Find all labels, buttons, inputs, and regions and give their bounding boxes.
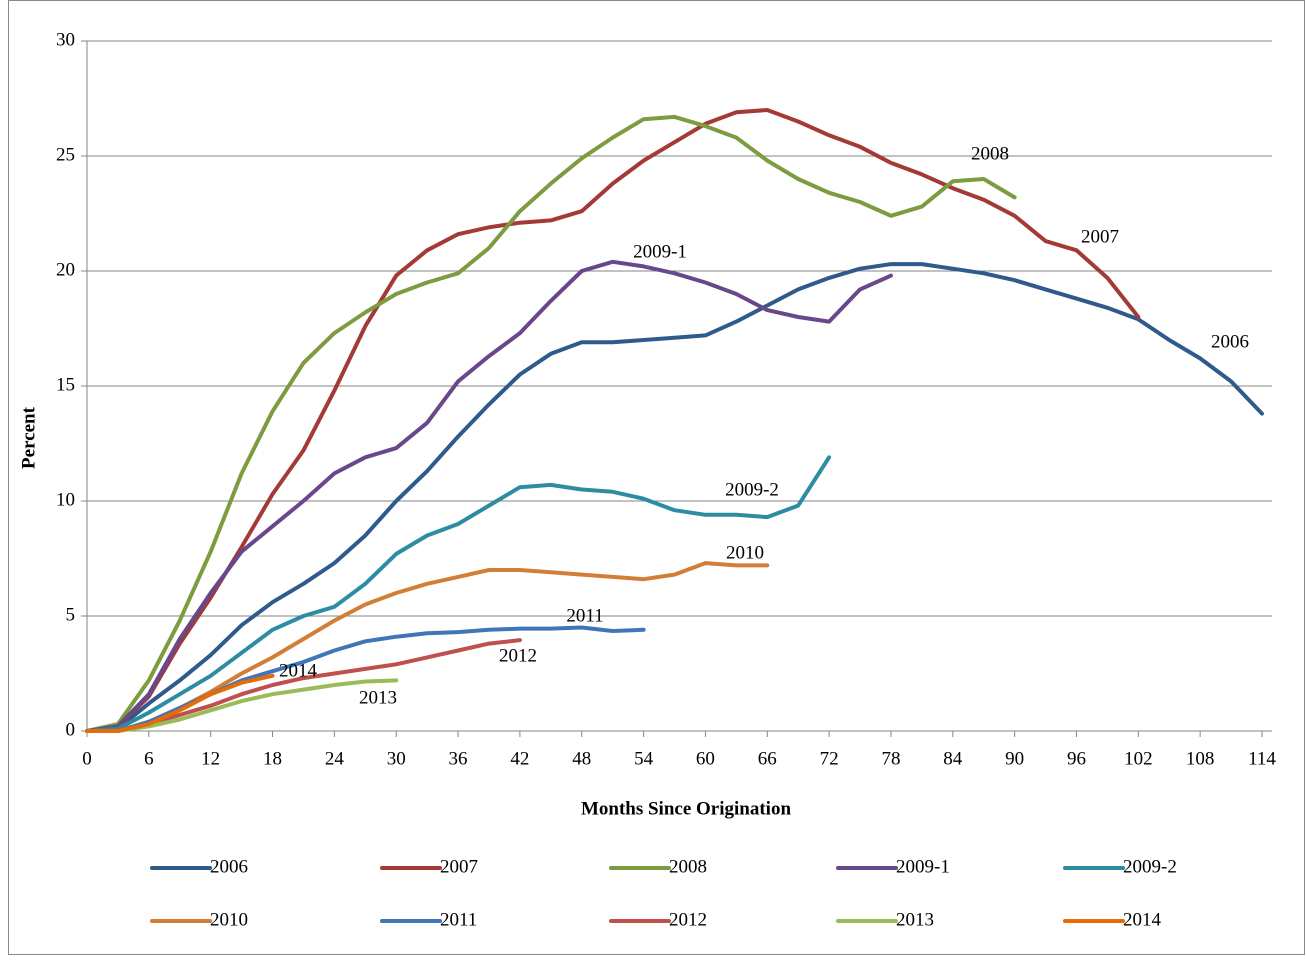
x-tick-label: 18 xyxy=(263,748,282,769)
y-tick-label: 0 xyxy=(66,719,76,740)
y-tick-label: 20 xyxy=(56,259,75,280)
chart-frame xyxy=(8,0,1305,955)
x-tick-label: 30 xyxy=(387,748,406,769)
x-tick-label: 102 xyxy=(1124,748,1153,769)
legend-label: 2009-2 xyxy=(1123,856,1177,877)
series-line xyxy=(85,262,1264,733)
x-tick-label: 84 xyxy=(943,748,963,769)
series-label: 2014 xyxy=(279,660,318,681)
legend-label: 2011 xyxy=(440,909,477,930)
x-tick-label: 12 xyxy=(201,748,220,769)
x-tick-label: 96 xyxy=(1067,748,1086,769)
series-label: 2009-1 xyxy=(633,241,687,262)
x-tick-label: 42 xyxy=(510,748,529,769)
legend-label: 2008 xyxy=(669,856,707,877)
x-tick-label: 72 xyxy=(820,748,839,769)
y-tick-label: 25 xyxy=(56,144,75,165)
y-tick-label: 15 xyxy=(56,374,75,395)
x-tick-label: 78 xyxy=(881,748,900,769)
legend-label: 2007 xyxy=(440,856,478,877)
series-label: 2009-2 xyxy=(725,479,779,500)
series-line xyxy=(85,108,1141,733)
series-label: 2007 xyxy=(1081,226,1119,247)
series-line xyxy=(85,259,893,733)
series-line xyxy=(85,625,646,733)
legend-label: 2010 xyxy=(210,909,248,930)
legend-label: 2012 xyxy=(669,909,707,930)
x-tick-label: 60 xyxy=(696,748,715,769)
series-label: 2011 xyxy=(566,605,603,626)
x-axis-title: Months Since Origination xyxy=(581,798,792,819)
x-tick-label: 66 xyxy=(758,748,777,769)
y-tick-label: 5 xyxy=(66,604,76,625)
x-tick-label: 90 xyxy=(1005,748,1024,769)
series-label: 2013 xyxy=(359,687,397,708)
series-line xyxy=(85,114,1017,733)
x-tick-label: 114 xyxy=(1248,748,1276,769)
x-tick-label: 48 xyxy=(572,748,591,769)
legend-label: 2014 xyxy=(1123,909,1162,930)
series-line xyxy=(85,673,275,733)
series-label: 2008 xyxy=(971,143,1009,164)
x-tick-label: 36 xyxy=(449,748,468,769)
legend-label: 2009-1 xyxy=(896,856,950,877)
y-tick-label: 30 xyxy=(56,29,75,50)
x-tick-label: 0 xyxy=(82,748,92,769)
x-tick-label: 24 xyxy=(325,748,345,769)
series-label: 2006 xyxy=(1211,331,1249,352)
x-tick-label: 108 xyxy=(1186,748,1215,769)
series-label: 2010 xyxy=(726,542,764,563)
series-line xyxy=(85,455,832,733)
x-tick-label: 54 xyxy=(634,748,654,769)
series-label: 2012 xyxy=(499,645,537,666)
y-tick-label: 10 xyxy=(56,489,75,510)
y-axis-title: Percent xyxy=(18,406,39,469)
legend-label: 2013 xyxy=(896,909,934,930)
legend-label: 2006 xyxy=(210,856,248,877)
x-tick-label: 6 xyxy=(144,748,154,769)
